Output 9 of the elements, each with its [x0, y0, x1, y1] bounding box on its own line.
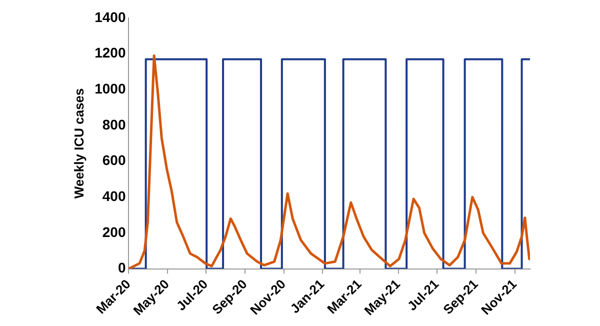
y-tick-label: 1200 [94, 44, 126, 61]
y-tick-label: 400 [102, 188, 126, 204]
y-tick-label: 800 [102, 116, 126, 132]
y-tick-label: 600 [102, 152, 126, 168]
y-tick-label: 200 [102, 224, 126, 240]
y-tick-label: 0 [118, 260, 126, 276]
y-tick-label: 1000 [94, 80, 126, 97]
y-axis-title: Weekly ICU cases [71, 88, 86, 199]
y-tick-label: 1400 [94, 8, 126, 25]
